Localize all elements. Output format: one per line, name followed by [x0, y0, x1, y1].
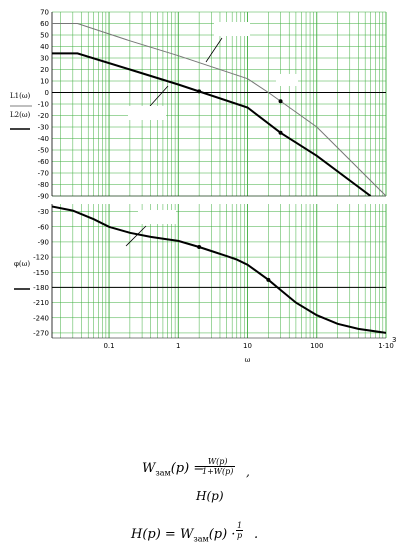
callout-box: [276, 74, 298, 86]
formula-closed-loop-fraction: W(p) 1+W(p): [200, 457, 236, 476]
y-tick-label: -270: [33, 329, 49, 337]
x-tick-label: 10: [243, 342, 252, 350]
y-tick-label: -120: [33, 254, 49, 262]
callout-line: [149, 85, 169, 107]
y-tick-label: -20: [38, 112, 49, 120]
y-tick-label: -180: [33, 284, 49, 292]
axis-labels: L1(ω) L2(ω) φ(ω): [10, 22, 298, 290]
formula-h-fraction: 1 p: [236, 521, 244, 540]
y-tick-label: 30: [40, 55, 49, 63]
y-axis-label-l1: L1(ω): [10, 92, 31, 100]
y-tick-label: -70: [38, 170, 49, 178]
y-tick-label: 70: [40, 9, 49, 17]
y-tick-label: 0: [45, 89, 49, 97]
y-tick-label: 60: [40, 20, 49, 28]
y-tick-label: 50: [40, 32, 49, 40]
y-tick-label: -10: [38, 101, 49, 109]
phase-plot: -30 -60 -90 -120 -150 -180 -210 -240 -270: [33, 204, 387, 339]
y-tick-label: -30: [38, 208, 49, 216]
callout-box: [128, 106, 166, 120]
formula-h: H(p): [196, 489, 224, 503]
y-tick-label: -60: [38, 158, 49, 166]
y-axis-label-phase: φ(ω): [14, 260, 30, 268]
y-tick-label: -80: [38, 181, 49, 189]
formula-closed-loop-lhs: Wзам(p) =: [142, 461, 205, 478]
magnitude-plot: 70 60 50 40 30 20 10 0 -10 -20 -30 -40 -50 -60 -70 -80 -…: [38, 9, 387, 201]
x-tick-label: 0.1: [103, 342, 114, 350]
series-line-phase: [52, 205, 386, 334]
series-marker: [197, 244, 202, 249]
series-marker: [197, 89, 202, 94]
x-tick-exponent: 3: [392, 336, 396, 344]
frequency-axis: 0.1 1 10 100 1·103 ω: [103, 336, 396, 364]
formula-period: .: [254, 527, 259, 542]
series-marker: [266, 277, 271, 282]
bode-chart: 706050403020100-10-20-30-40-50-60-70-80-…: [10, 9, 396, 364]
x-axis-label: ω: [245, 356, 251, 364]
y-tick-label: -240: [33, 314, 49, 322]
series-marker: [278, 99, 283, 104]
y-axis-label-l2: L2(ω): [10, 111, 31, 119]
y-tick-label: -40: [38, 135, 49, 143]
callout-line: [205, 37, 223, 63]
y-tick-label: -90: [38, 193, 49, 201]
y-tick-label: 40: [40, 43, 49, 51]
y-tick-label: -90: [38, 238, 49, 246]
callout-box: [214, 22, 250, 36]
y-tick-label: -50: [38, 147, 49, 155]
y-tick-label: 10: [40, 78, 49, 86]
y-tick-label: 20: [40, 66, 49, 74]
series-line-l2: [52, 52, 372, 196]
series-marker: [278, 130, 283, 135]
callout-line: [125, 225, 147, 247]
y-tick-label: -60: [38, 223, 49, 231]
formula-comma: ,: [246, 465, 250, 479]
formulas: Wзам(p) = W(p) 1+W(p) , H(p) H(p) = Wзам…: [0, 455, 400, 551]
x-tick-label: 100: [310, 342, 323, 350]
y-tick-label: -30: [38, 124, 49, 132]
series-line-l1: [52, 23, 386, 196]
y-tick-label: -150: [33, 269, 49, 277]
y-tick-label: -210: [33, 299, 49, 307]
x-tick-label: 1·10: [378, 342, 394, 350]
callout-box: [138, 210, 176, 224]
x-tick-label: 1: [176, 342, 180, 350]
formula-h-lhs: H(p) = Wзам(p) ·: [131, 527, 236, 544]
